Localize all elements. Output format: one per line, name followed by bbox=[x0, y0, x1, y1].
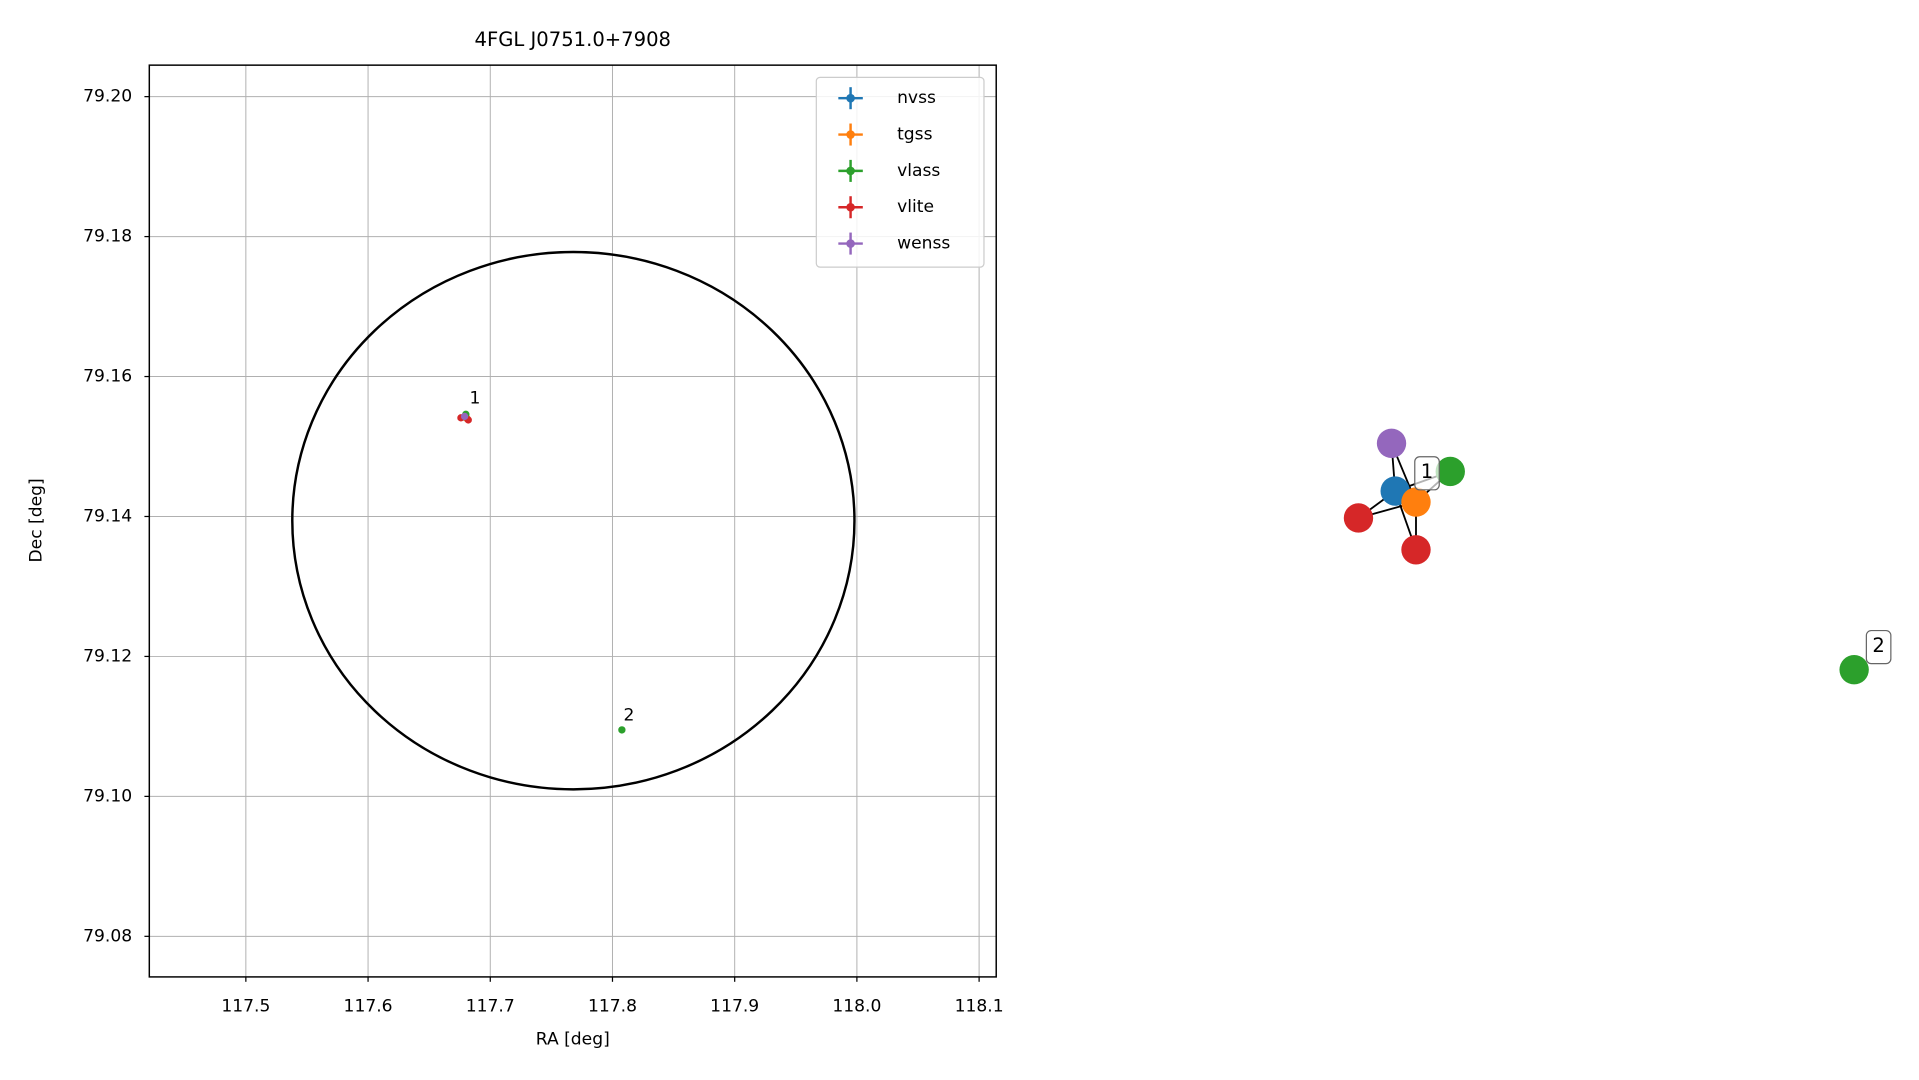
group-label-box bbox=[1865, 629, 1892, 665]
x-tick-label: 118.1 bbox=[955, 996, 1004, 1016]
legend-label: nvss bbox=[897, 88, 936, 108]
legend-label: wenss bbox=[897, 234, 950, 254]
annotation: 2 bbox=[623, 706, 634, 726]
x-axis-label: RA [deg] bbox=[536, 1029, 610, 1049]
y-tick-label: 79.20 bbox=[83, 87, 132, 107]
y-tick-label: 79.18 bbox=[83, 227, 132, 247]
node bbox=[1343, 503, 1374, 533]
x-tick-label: 118.0 bbox=[832, 996, 881, 1016]
legend-label: tgss bbox=[897, 125, 933, 145]
x-tick-label: 117.7 bbox=[466, 996, 515, 1016]
x-tick-label: 117.5 bbox=[221, 996, 270, 1016]
plot-frame bbox=[148, 64, 997, 978]
legend-label: vlass bbox=[897, 161, 940, 181]
legend-marker bbox=[846, 239, 855, 248]
x-tick-label: 117.8 bbox=[588, 996, 637, 1016]
group-label-box bbox=[1414, 456, 1440, 491]
legend-marker bbox=[846, 166, 855, 176]
y-tick-label: 79.08 bbox=[83, 926, 132, 946]
x-tick-label: 117.9 bbox=[710, 996, 759, 1016]
data-point bbox=[618, 726, 626, 734]
chart-title: 4FGL J0751.0+7908 bbox=[474, 28, 671, 51]
localization-region bbox=[291, 250, 856, 791]
group-label: 2 bbox=[1872, 634, 1884, 657]
node bbox=[1839, 655, 1869, 685]
legend-marker bbox=[846, 202, 855, 212]
node bbox=[1435, 456, 1465, 487]
legend-box bbox=[815, 76, 985, 268]
y-axis-label: Dec [deg] bbox=[27, 478, 47, 562]
legend-marker bbox=[846, 130, 855, 139]
x-tick-label: 117.6 bbox=[344, 996, 393, 1016]
data-point bbox=[460, 412, 469, 421]
group-label: 1 bbox=[1421, 460, 1433, 483]
y-tick-label: 79.16 bbox=[83, 367, 132, 387]
annotation: 1 bbox=[469, 389, 480, 409]
legend-marker bbox=[846, 93, 855, 103]
y-tick-label: 79.14 bbox=[83, 506, 132, 526]
legend-label: vlite bbox=[897, 197, 934, 217]
node bbox=[1376, 428, 1407, 459]
y-tick-label: 79.12 bbox=[83, 646, 132, 666]
node bbox=[1401, 535, 1431, 565]
y-tick-label: 79.10 bbox=[83, 786, 132, 806]
node bbox=[1401, 487, 1431, 517]
